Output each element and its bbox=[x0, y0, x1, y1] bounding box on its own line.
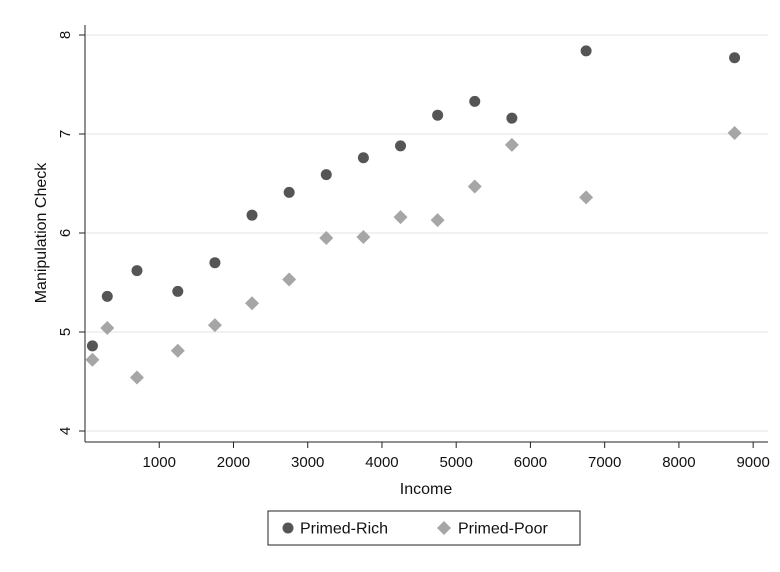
legend-box bbox=[267, 510, 581, 546]
point-primed-poor bbox=[100, 321, 115, 336]
y-tick-label: 7 bbox=[57, 130, 74, 138]
axes: 4 5 6 7 8 1000 2000 3000 4000 5000 6000 7000 8000 900… bbox=[57, 25, 770, 471]
legend-marker-primed-poor bbox=[437, 521, 451, 535]
point-primed-poor bbox=[282, 272, 297, 287]
point-primed-rich bbox=[101, 290, 113, 302]
point-primed-rich bbox=[357, 152, 369, 164]
point-primed-poor bbox=[504, 137, 519, 152]
x-tick-label: 1000 bbox=[143, 454, 176, 471]
y-tick-label: 8 bbox=[57, 31, 74, 39]
y-axis-title: Manipulation Check bbox=[33, 162, 50, 304]
x-tick-label: 3000 bbox=[291, 454, 324, 471]
point-primed-poor bbox=[579, 190, 594, 205]
point-primed-rich bbox=[209, 257, 221, 269]
point-primed-rich bbox=[506, 112, 518, 124]
point-primed-rich bbox=[172, 285, 184, 297]
legend-marker-primed-rich bbox=[282, 522, 294, 534]
point-primed-poor bbox=[85, 352, 100, 367]
x-tick-label: 7000 bbox=[588, 454, 621, 471]
x-tick-label: 4000 bbox=[365, 454, 398, 471]
point-primed-rich bbox=[320, 169, 332, 181]
point-primed-poor bbox=[207, 318, 222, 333]
x-tick-label: 8000 bbox=[662, 454, 695, 471]
y-tick-label: 6 bbox=[57, 229, 74, 237]
point-primed-poor bbox=[170, 343, 185, 358]
point-primed-poor bbox=[245, 296, 260, 311]
x-tick-label: 6000 bbox=[514, 454, 547, 471]
point-primed-poor bbox=[129, 370, 144, 385]
x-tick-label: 9000 bbox=[736, 454, 769, 471]
point-primed-poor bbox=[356, 229, 371, 244]
legend: Primed-Rich Primed-Poor bbox=[267, 510, 581, 546]
point-primed-rich bbox=[131, 265, 143, 277]
point-primed-rich bbox=[729, 52, 741, 64]
point-primed-poor bbox=[467, 179, 482, 194]
point-primed-rich bbox=[469, 95, 481, 107]
point-primed-rich bbox=[246, 209, 258, 221]
legend-label-primed-rich: Primed-Rich bbox=[300, 521, 388, 538]
point-primed-poor bbox=[393, 210, 408, 225]
x-tick-label: 2000 bbox=[217, 454, 250, 471]
point-primed-rich bbox=[580, 45, 592, 57]
point-primed-poor bbox=[727, 126, 742, 141]
y-tick-label: 4 bbox=[57, 427, 74, 435]
data-points bbox=[85, 45, 742, 385]
point-primed-rich bbox=[86, 340, 98, 352]
point-primed-poor bbox=[319, 230, 334, 245]
x-tick-label: 5000 bbox=[440, 454, 473, 471]
legend-label-primed-poor: Primed-Poor bbox=[458, 521, 548, 538]
point-primed-rich bbox=[432, 109, 444, 121]
x-axis-title: Income bbox=[400, 481, 453, 498]
point-primed-rich bbox=[395, 140, 407, 152]
point-primed-poor bbox=[430, 213, 445, 228]
gridlines bbox=[85, 34, 768, 432]
y-tick-label: 5 bbox=[57, 328, 74, 336]
point-primed-rich bbox=[283, 186, 295, 198]
